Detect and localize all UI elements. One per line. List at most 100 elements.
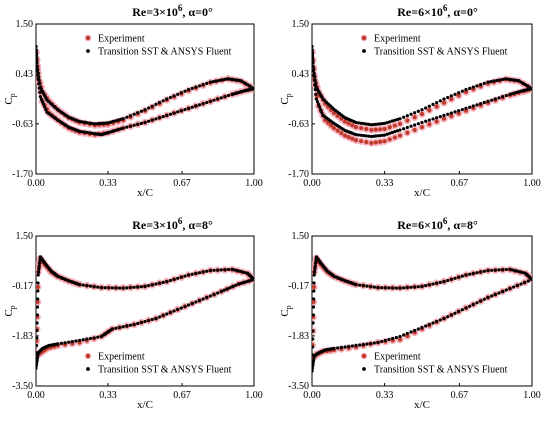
simulation-point — [364, 122, 368, 126]
simulation-point — [347, 344, 351, 349]
simulation-point — [92, 336, 96, 340]
experiment-point — [364, 140, 369, 145]
simulation-point — [168, 310, 173, 315]
experiment-point — [419, 125, 425, 130]
simulation-point — [110, 327, 114, 331]
simulation-point — [312, 313, 315, 317]
simulation-point — [471, 271, 475, 276]
simulation-point — [479, 83, 483, 87]
simulation-point — [367, 134, 371, 138]
simulation-point — [424, 324, 428, 328]
simulation-point — [442, 316, 446, 321]
simulation-point — [395, 117, 400, 122]
simulation-point — [136, 321, 140, 326]
simulation-point — [475, 103, 479, 107]
x-tick-label: 1.00 — [523, 178, 541, 189]
plot-area — [36, 44, 254, 139]
simulation-point — [312, 65, 315, 69]
simulation-point — [111, 119, 115, 124]
legend-simulation-marker — [362, 367, 366, 371]
simulation-point — [339, 345, 343, 350]
simulation-point — [393, 118, 397, 122]
simulation-point — [516, 269, 520, 273]
simulation-point — [117, 286, 122, 290]
experiment-point — [36, 284, 40, 290]
simulation-point — [495, 78, 499, 83]
y-axis-label: Cp — [279, 93, 293, 104]
simulation-point — [446, 278, 450, 283]
experiment-point — [397, 121, 403, 126]
simulation-point — [154, 316, 158, 321]
simulation-point — [136, 285, 140, 289]
simulation-point — [315, 100, 320, 104]
simulation-point — [225, 287, 229, 291]
simulation-point — [36, 69, 39, 73]
simulation-point — [176, 307, 180, 312]
y-tick-label: 1.50 — [16, 19, 34, 30]
simulation-point — [387, 337, 391, 342]
simulation-point — [36, 353, 40, 358]
simulation-point — [147, 119, 151, 123]
simulation-point — [479, 102, 483, 106]
simulation-point — [235, 269, 239, 273]
experiment-point — [353, 138, 359, 143]
simulation-point — [143, 120, 147, 125]
simulation-point — [36, 65, 39, 69]
simulation-point — [150, 317, 154, 322]
x-axis-label: x/C — [137, 187, 153, 199]
simulation-point — [402, 286, 406, 290]
simulation-point — [38, 95, 42, 99]
simulation-point — [312, 321, 315, 325]
simulation-point — [183, 274, 187, 278]
simulation-point — [526, 279, 530, 283]
simulation-point — [63, 341, 67, 345]
simulation-point — [416, 109, 420, 113]
panel-title: Re=6×106, α=0° — [325, 3, 550, 20]
simulation-point — [85, 121, 89, 125]
simulation-point — [132, 322, 136, 327]
simulation-point — [136, 111, 140, 115]
simulation-point — [44, 107, 48, 112]
x-tick-label: 0.67 — [173, 390, 191, 401]
simulation-point — [40, 100, 45, 104]
simulation-point — [354, 283, 358, 287]
plot-area — [36, 254, 254, 370]
simulation-point — [358, 283, 362, 287]
simulation-point — [157, 315, 162, 319]
simulation-point — [314, 97, 318, 101]
simulation-point — [438, 99, 442, 103]
simulation-point — [312, 270, 317, 274]
simulation-point — [165, 113, 169, 118]
y-tick-label: -0.63 — [288, 119, 309, 130]
simulation-point — [336, 346, 340, 350]
simulation-point — [172, 111, 176, 115]
x-tick-label: 1.00 — [245, 390, 263, 401]
simulation-point — [438, 114, 442, 119]
simulation-point — [523, 280, 527, 285]
simulation-point — [442, 97, 446, 101]
simulation-point — [475, 271, 479, 275]
simulation-point — [243, 270, 247, 275]
simulation-point — [405, 125, 409, 130]
simulation-point — [385, 120, 389, 125]
simulation-point — [168, 95, 173, 100]
simulation-point — [190, 105, 194, 109]
simulation-point — [113, 119, 118, 123]
simulation-point — [154, 117, 158, 121]
simulation-point — [464, 88, 468, 92]
simulation-point — [442, 280, 446, 284]
simulation-point — [147, 106, 151, 110]
experiment-point — [441, 100, 447, 105]
simulation-point — [157, 116, 162, 120]
chart-panel: 0.00 0.33 0.67 1.00 1.50 -0.17 -1.83 -3.50 x/C Cp… — [279, 231, 541, 411]
simulation-point — [457, 275, 461, 279]
chart-panel: 0.00 0.33 0.67 1.00 1.50 0.43 -0.63 -1.70 x/C Cp E… — [279, 19, 541, 199]
simulation-point — [223, 95, 227, 99]
simulation-point — [67, 340, 71, 344]
simulation-point — [244, 280, 248, 284]
simulation-point — [37, 264, 41, 268]
simulation-point — [111, 129, 115, 133]
simulation-point — [161, 99, 165, 103]
simulation-point — [460, 107, 464, 112]
simulation-point — [201, 270, 205, 274]
